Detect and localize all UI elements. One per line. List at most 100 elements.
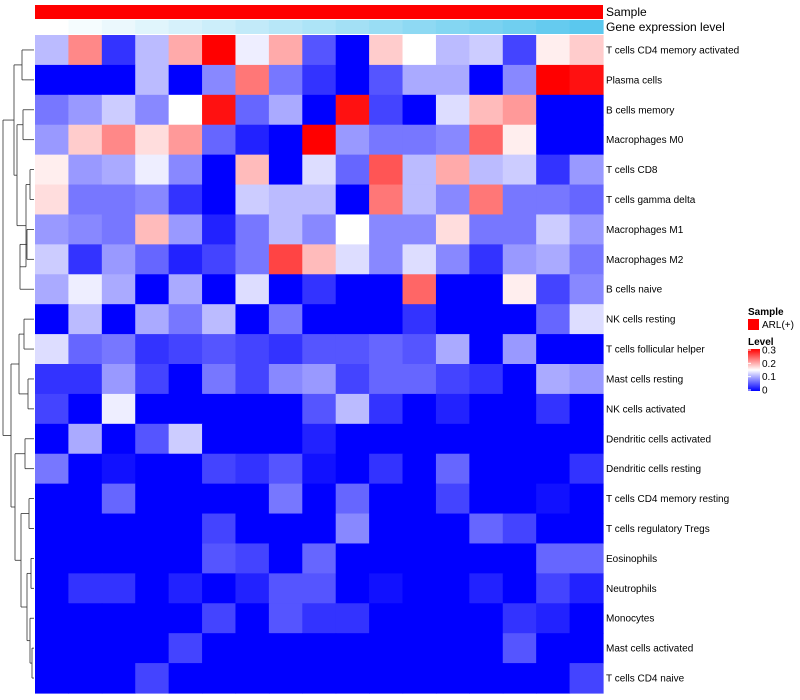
heatmap-cell — [302, 573, 337, 604]
heatmap-cell — [435, 304, 470, 335]
heatmap-cell — [335, 393, 370, 425]
heatmap-cell — [569, 573, 604, 604]
heatmap-cell — [168, 573, 203, 604]
heatmap-cell — [35, 274, 70, 305]
heatmap-cell — [369, 483, 404, 515]
heatmap-cell — [235, 124, 270, 156]
heatmap-cell — [469, 274, 504, 305]
heatmap-cell — [35, 304, 70, 335]
heatmap-cell — [302, 274, 337, 305]
heatmap-cell — [268, 94, 303, 126]
heatmap-cell — [168, 543, 203, 574]
gene-expression-cell — [268, 20, 303, 34]
heatmap-cell — [135, 423, 170, 455]
heatmap-cell — [302, 423, 337, 455]
heatmap-cell — [335, 423, 370, 455]
heatmap-cell — [202, 513, 237, 545]
heatmap-cell — [35, 364, 70, 395]
heatmap-cell — [569, 64, 604, 96]
heatmap-cell — [569, 94, 604, 126]
row-label: Eosinophils — [606, 554, 657, 565]
row-label: Mast cells resting — [606, 374, 683, 385]
heatmap-cell — [502, 423, 537, 455]
heatmap-cell — [569, 304, 604, 335]
heatmap-cell — [569, 184, 604, 216]
heatmap-cell — [202, 334, 237, 365]
heatmap-cell — [235, 663, 270, 694]
heatmap-cell — [302, 35, 337, 66]
heatmap-cell — [569, 214, 604, 245]
heatmap-cell — [402, 154, 437, 186]
heatmap-cell — [202, 364, 237, 395]
heatmap-cell — [402, 513, 437, 545]
heatmap-cell — [335, 274, 370, 305]
heatmap-cell — [435, 124, 470, 156]
heatmap-cell — [302, 64, 337, 96]
heatmap-cell — [68, 393, 103, 425]
heatmap-cell — [402, 393, 437, 425]
heatmap-cell — [168, 214, 203, 245]
heatmap-cell — [469, 64, 504, 96]
heatmap-cell — [135, 154, 170, 186]
heatmap-cell — [469, 453, 504, 485]
heatmap-cell — [35, 64, 70, 96]
heatmap-cell — [369, 453, 404, 485]
heatmap-cell — [302, 453, 337, 485]
row-label: T cells CD4 naive — [606, 674, 685, 685]
row-label: Macrophages M0 — [606, 135, 684, 146]
heatmap-cell — [235, 573, 270, 604]
sample-annotation-label: Sample — [606, 5, 647, 19]
heatmap-cell — [68, 35, 103, 66]
heatmap-cell — [235, 603, 270, 634]
heatmap-cell — [502, 334, 537, 365]
heatmap-cell — [268, 64, 303, 96]
heatmap-cell — [335, 663, 370, 694]
heatmap-cell — [135, 543, 170, 574]
heatmap-cell — [502, 603, 537, 634]
heatmap-cell — [35, 94, 70, 126]
heatmap-cell — [435, 603, 470, 634]
heatmap-cell — [335, 513, 370, 545]
heatmap-cell — [536, 423, 571, 455]
heatmap-cell — [168, 304, 203, 335]
gene-expression-cell — [35, 20, 70, 34]
heatmap-cell — [502, 543, 537, 574]
heatmap-cell — [101, 124, 136, 156]
heatmap-cell — [369, 543, 404, 574]
heatmap-cell — [502, 184, 537, 216]
row-label: Monocytes — [606, 614, 654, 625]
heatmap-cell — [369, 35, 404, 66]
heatmap-cell — [435, 453, 470, 485]
heatmap-cell — [335, 124, 370, 156]
heatmap-cell — [369, 603, 404, 634]
heatmap-cell — [135, 214, 170, 245]
sample-annotation-bar — [35, 5, 603, 19]
heatmap-cell — [168, 274, 203, 305]
heatmap-cell — [469, 244, 504, 275]
heatmap-cell — [435, 214, 470, 245]
heatmap-cell — [268, 334, 303, 365]
heatmap-cell — [435, 274, 470, 305]
heatmap-cell — [268, 423, 303, 455]
heatmap-cell — [135, 633, 170, 664]
heatmap-cell — [502, 304, 537, 335]
heatmap-cell — [469, 154, 504, 186]
heatmap-cell — [35, 35, 70, 66]
heatmap-cells — [35, 35, 604, 694]
gene-expression-cell — [302, 20, 337, 34]
heatmap-cell — [435, 483, 470, 515]
heatmap-cell — [135, 304, 170, 335]
heatmap-cell — [502, 244, 537, 275]
heatmap-cell — [101, 274, 136, 305]
heatmap-cell — [369, 364, 404, 395]
heatmap-cell — [469, 364, 504, 395]
heatmap-cell — [202, 35, 237, 66]
heatmap-cell — [335, 154, 370, 186]
heatmap-cell — [502, 483, 537, 515]
heatmap-cell — [502, 94, 537, 126]
heatmap-cell — [402, 364, 437, 395]
heatmap-cell — [302, 603, 337, 634]
heatmap-cell — [35, 423, 70, 455]
heatmap-cell — [135, 513, 170, 545]
heatmap-cell — [402, 423, 437, 455]
